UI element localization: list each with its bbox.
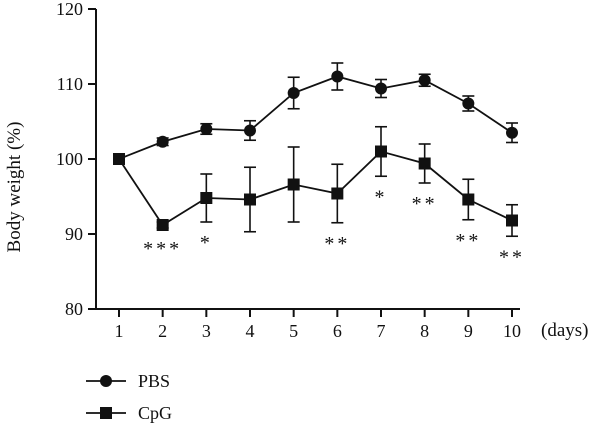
x-tick-label: 2 bbox=[158, 321, 167, 341]
series-line bbox=[118, 75, 513, 160]
data-point-circle bbox=[244, 124, 256, 137]
x-tick-label: 5 bbox=[289, 321, 298, 341]
data-point-circle bbox=[462, 97, 475, 110]
y-tick-label: 100 bbox=[56, 149, 83, 169]
data-point-square bbox=[331, 187, 344, 200]
x-tick-label: 9 bbox=[464, 321, 473, 341]
data-point-circle bbox=[418, 74, 431, 87]
data-point-circle bbox=[506, 126, 518, 139]
legend-label: CpG bbox=[138, 403, 172, 423]
legend-marker-square bbox=[100, 407, 112, 419]
x-tick-label: 4 bbox=[246, 321, 255, 341]
x-tick-label: 3 bbox=[202, 321, 211, 341]
significance-label: *** bbox=[143, 238, 182, 260]
y-tick-label: 110 bbox=[57, 74, 83, 94]
x-axis-label: (days) bbox=[541, 320, 588, 341]
series-cpg bbox=[113, 125, 518, 238]
x-tick-label: 10 bbox=[503, 321, 521, 341]
x-tick-label: 6 bbox=[333, 321, 342, 341]
data-point-square bbox=[200, 192, 213, 204]
y-tick-label: 90 bbox=[65, 224, 83, 244]
series-line bbox=[118, 150, 513, 227]
data-point-square bbox=[156, 219, 169, 231]
significance-label: ** bbox=[412, 193, 438, 215]
data-point-square bbox=[287, 178, 300, 191]
significance-label: ** bbox=[455, 230, 481, 252]
data-point-square bbox=[462, 193, 475, 206]
y-tick-label: 80 bbox=[65, 299, 83, 319]
series-pbs bbox=[113, 62, 518, 165]
x-tick-label: 7 bbox=[377, 321, 386, 341]
data-point-circle bbox=[156, 135, 169, 148]
data-point-square bbox=[375, 145, 387, 158]
x-tick-label: 1 bbox=[115, 321, 124, 341]
legend-item-pbs: PBS bbox=[86, 371, 170, 391]
data-point-circle bbox=[287, 87, 300, 99]
significance-label: ** bbox=[324, 233, 350, 255]
data-point-square bbox=[113, 153, 125, 165]
data-point-circle bbox=[200, 123, 213, 135]
significance-label: ** bbox=[499, 246, 525, 268]
data-point-square bbox=[244, 193, 256, 206]
x-tick-label: 8 bbox=[420, 321, 429, 341]
significance-label: * bbox=[375, 186, 388, 208]
data-point-circle bbox=[375, 82, 387, 95]
y-axis-label: Body weight (%) bbox=[4, 122, 25, 253]
legend-marker-circle bbox=[100, 375, 112, 387]
legend-label: PBS bbox=[138, 371, 170, 391]
data-point-square bbox=[506, 214, 518, 227]
data-point-square bbox=[418, 157, 431, 170]
legend-item-cpg: CpG bbox=[86, 403, 172, 423]
y-tick-label: 120 bbox=[56, 0, 83, 19]
data-point-circle bbox=[331, 70, 344, 83]
significance-label: * bbox=[200, 232, 213, 254]
